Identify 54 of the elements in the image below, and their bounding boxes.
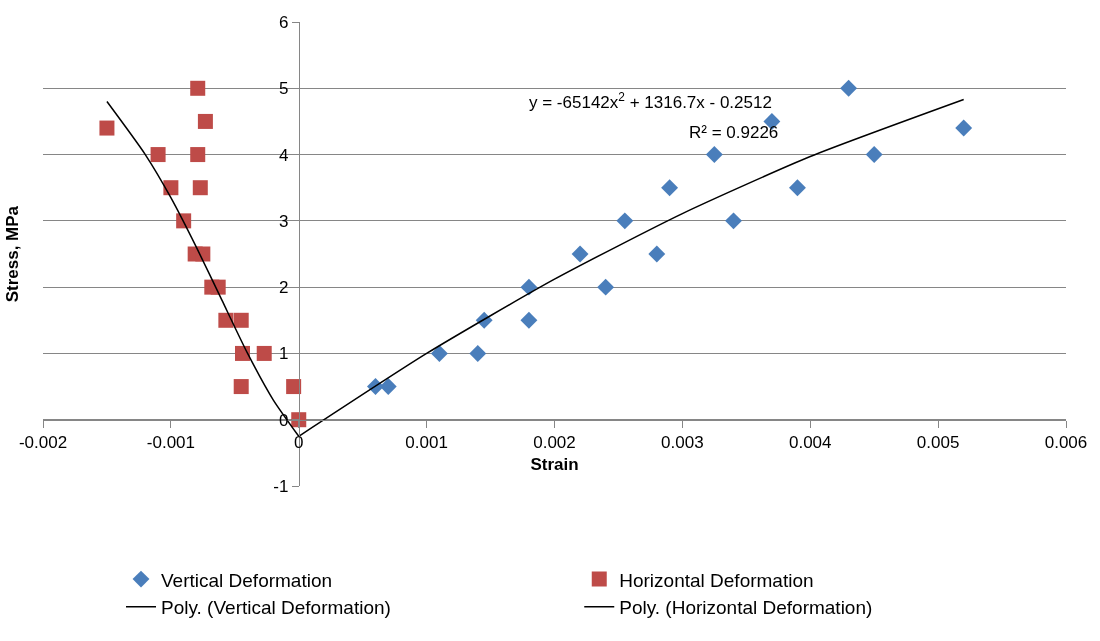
x-tick-label: 0.001: [405, 433, 448, 453]
point: [286, 379, 302, 395]
point: [571, 245, 589, 263]
annotation: R² = 0.9226: [689, 123, 779, 142]
point: [661, 179, 679, 197]
x-tick-label: -0.002: [18, 433, 68, 453]
point: [233, 379, 249, 395]
point: [190, 80, 206, 96]
x-tick-label: 0: [294, 433, 304, 453]
legend-label: Vertical Deformation: [161, 569, 333, 591]
y-tick-label: 5: [278, 79, 289, 99]
x-tick-label: 0.005: [916, 433, 960, 453]
point: [840, 79, 858, 97]
y-tick-label: 2: [278, 278, 289, 298]
point: [725, 212, 742, 230]
point: [192, 180, 208, 196]
point: [218, 312, 234, 328]
point: [234, 345, 250, 361]
point: [616, 212, 634, 230]
x-tick-label: 0.006: [1044, 433, 1088, 453]
legend-label: Horizontal Deformation: [619, 569, 814, 591]
x-tick-label: -0.001: [146, 433, 195, 453]
point: [430, 344, 448, 362]
y-tick-label: 3: [278, 211, 289, 231]
point: [256, 345, 272, 361]
legend-label: Poly. (Horizontal Deformation): [619, 597, 873, 619]
point: [469, 344, 487, 362]
y-tick-label: 6: [278, 12, 289, 32]
y-axis-title: Stress, MPa: [3, 205, 23, 303]
point: [99, 120, 115, 136]
point: [865, 146, 883, 164]
point: [379, 378, 397, 396]
x-tick-label: 0.002: [533, 433, 576, 453]
point: [190, 147, 206, 163]
y-tick-label: 1: [278, 344, 289, 364]
point: [789, 179, 806, 197]
y-tick-label: -1: [273, 476, 289, 496]
point: [597, 278, 615, 296]
point: [150, 147, 166, 163]
legend-label: Poly. (Vertical Deformation): [161, 597, 391, 619]
point: [520, 311, 538, 329]
point: [233, 312, 249, 328]
annotation: y = -65142x$^{2}$ + 1316.7x - 0.2512: [529, 90, 772, 113]
x-axis-title: Strain: [530, 454, 579, 474]
point: [163, 180, 179, 196]
point: [520, 278, 538, 296]
x-tick-label: 0.004: [788, 433, 832, 453]
y-tick-label: 0: [278, 410, 289, 430]
point: [955, 119, 973, 137]
x-tick-label: 0.003: [661, 433, 704, 453]
point: [648, 245, 666, 263]
y-tick-label: 4: [278, 145, 289, 165]
point: [197, 113, 213, 129]
point: [705, 146, 723, 164]
